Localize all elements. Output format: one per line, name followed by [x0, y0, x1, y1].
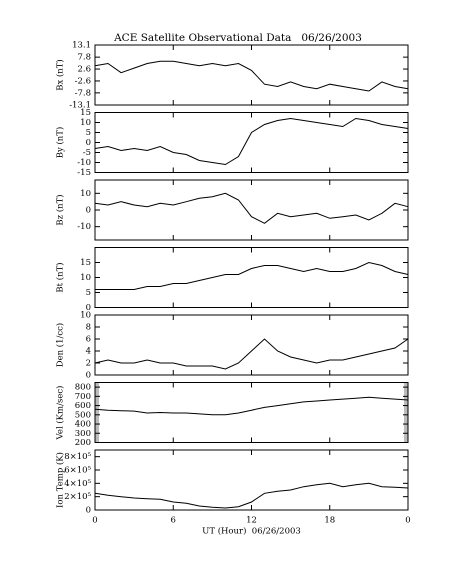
panel-frame [94, 449, 409, 511]
y-tick-label: -15 [77, 168, 91, 178]
panel-frame [94, 314, 409, 376]
y-tick-label: 2.6 [77, 65, 91, 75]
y-tick-label: 5 [86, 288, 91, 298]
y-tick-label: 10 [80, 189, 91, 199]
panel-frame [94, 247, 409, 308]
data-line [94, 192, 409, 224]
y-tick-label: 2×10⁵ [64, 492, 91, 502]
y-tick-label: 0 [86, 138, 91, 148]
y-tick-label: 10 [80, 118, 91, 128]
y-axis-label: Ion Temp (K) [55, 452, 66, 508]
x-tick-label: 0 [405, 516, 410, 526]
x-tick-label: 12 [246, 516, 257, 526]
y-tick-label: -5 [83, 148, 91, 158]
data-line [95, 261, 409, 290]
y-tick-label: 6×10⁵ [64, 466, 91, 476]
y-tick-label: 0 [86, 371, 91, 381]
y-axis-label: Bx (nT) [55, 59, 66, 91]
y-tick-label: 4×10⁵ [64, 479, 91, 489]
y-tick-label: -7.8 [75, 88, 91, 98]
edge-band [404, 382, 408, 443]
y-axis-label: Bt (nT) [55, 262, 66, 292]
data-line [94, 482, 409, 509]
y-tick-label: 400 [75, 420, 91, 430]
x-axis-label: UT (Hour) 06/26/2003 [202, 526, 301, 537]
y-tick-label: 500 [75, 410, 91, 420]
y-tick-label: 13.1 [72, 41, 91, 51]
y-tick-label: 0 [86, 206, 91, 216]
y-tick-label: 800 [75, 383, 91, 393]
y-tick-label: 6 [86, 335, 91, 345]
data-line [94, 396, 409, 416]
y-tick-label: 7.8 [77, 53, 91, 63]
y-tick-label: 5 [86, 128, 91, 138]
y-tick-label: 2 [86, 359, 91, 369]
y-tick-label: 10 [80, 311, 91, 321]
x-tick-label: 18 [324, 516, 335, 526]
y-tick-label: 4 [86, 347, 91, 357]
panel-frame [94, 112, 409, 173]
y-tick-label: -10 [77, 222, 91, 232]
x-tick-label: 0 [92, 516, 97, 526]
y-tick-label: 10 [80, 273, 91, 283]
data-line [94, 117, 409, 166]
y-axis-label: By (nT) [55, 127, 66, 159]
panel-frame [94, 44, 409, 106]
y-tick-label: 8×10⁵ [64, 452, 91, 462]
y-tick-label: 0 [86, 303, 91, 313]
y-axis-label: Den (1/cc) [55, 323, 66, 367]
x-tick-label: 6 [171, 516, 176, 526]
y-tick-label: 15 [80, 108, 91, 118]
edge-band [95, 382, 99, 443]
y-tick-label: 15 [80, 258, 91, 268]
data-line [94, 338, 409, 370]
chart-title: ACE Satellite Observational Data 06/26/2… [113, 32, 362, 44]
y-tick-label: -2.6 [75, 76, 91, 86]
panel-frame [94, 179, 409, 241]
y-tick-label: 600 [75, 401, 91, 411]
y-tick-label: 700 [75, 392, 91, 402]
y-axis-label: Vel (Km/sec) [55, 386, 66, 441]
y-tick-label: -13.1 [69, 101, 91, 111]
y-tick-label: 200 [75, 438, 91, 448]
y-tick-label: 0 [86, 506, 91, 516]
y-tick-label: -10 [77, 158, 91, 168]
y-tick-label: 8 [86, 323, 91, 333]
y-axis-label: Bz (nT) [55, 194, 66, 225]
data-line [94, 60, 409, 92]
y-tick-label: 300 [75, 429, 91, 439]
